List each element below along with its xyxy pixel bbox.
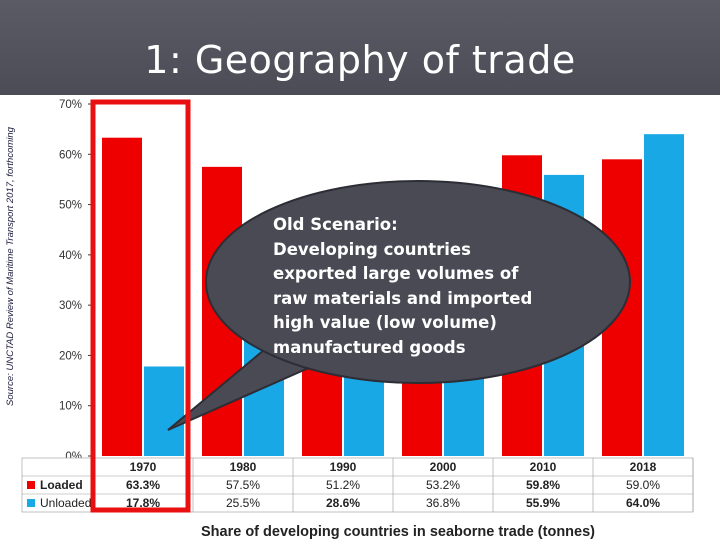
x-category-label: 1980	[230, 460, 257, 474]
callout-line: Developing countries	[273, 239, 471, 259]
x-category-label: 2000	[430, 460, 457, 474]
x-category-label: 1990	[330, 460, 357, 474]
data-label: 25.5%	[226, 496, 260, 510]
data-label: 53.2%	[426, 478, 460, 492]
bar-unloaded-2018	[644, 134, 684, 456]
data-label: 55.9%	[526, 496, 560, 510]
callout-line: manufactured goods	[273, 337, 466, 357]
y-tick-label: 60%	[59, 149, 82, 161]
data-label: 17.8%	[126, 496, 160, 510]
highlight-box-1970	[90, 99, 191, 513]
data-table: 1970 1980 1990 2000 2010 2018 Loaded 63.3% 57.5%…	[21, 457, 694, 513]
bar-chart: 0%10%20%30%40%50%60%70% 1970 1980 1990 2000…	[21, 99, 694, 540]
legend-swatch-loaded	[27, 481, 35, 489]
callout-text: Old Scenario: Developing countries exporte…	[273, 213, 573, 360]
callout-line: raw materials and imported	[273, 288, 533, 308]
data-label: 63.3%	[126, 478, 160, 492]
title-bar: 1: Geography of trade	[0, 0, 720, 95]
y-tick-label: 30%	[59, 300, 82, 312]
x-category-label: 2018	[630, 460, 657, 474]
callout-join	[302, 300, 370, 338]
data-label: 64.0%	[626, 496, 660, 510]
data-label: 59.0%	[626, 478, 660, 492]
x-category-label: 1970	[130, 460, 157, 474]
data-label: 51.2%	[326, 478, 360, 492]
y-axis: 0%10%20%30%40%50%60%70%	[59, 99, 94, 463]
callout-line: high value (low volume)	[273, 313, 497, 332]
y-tick-label: 20%	[59, 350, 82, 362]
data-label: 59.8%	[526, 478, 560, 492]
y-tick-label: 40%	[59, 250, 82, 262]
callout-ellipse	[205, 180, 631, 384]
x-category-label: 2010	[530, 460, 557, 474]
legend-label-loaded: Loaded	[40, 478, 83, 492]
bar-loaded-1970	[102, 137, 142, 457]
slide-title: 1: Geography of trade	[144, 38, 576, 82]
data-label: 57.5%	[226, 478, 260, 492]
data-label: 36.8%	[426, 496, 460, 510]
bar-unloaded-1970	[144, 366, 184, 456]
y-tick-label: 70%	[59, 99, 82, 111]
callout-line: exported large volumes of	[273, 264, 519, 283]
data-label: 28.6%	[326, 496, 360, 510]
y-tick-label: 50%	[59, 200, 82, 212]
table-frame	[21, 457, 694, 513]
y-tick-label: 10%	[59, 401, 82, 413]
chart-title: Share of developing countries in seaborn…	[201, 524, 595, 540]
callout-line: Old Scenario:	[273, 215, 398, 234]
legend-swatch-unloaded	[27, 499, 35, 507]
legend-label-unloaded: Unloaded	[40, 496, 91, 510]
callout-bubble	[167, 180, 631, 431]
